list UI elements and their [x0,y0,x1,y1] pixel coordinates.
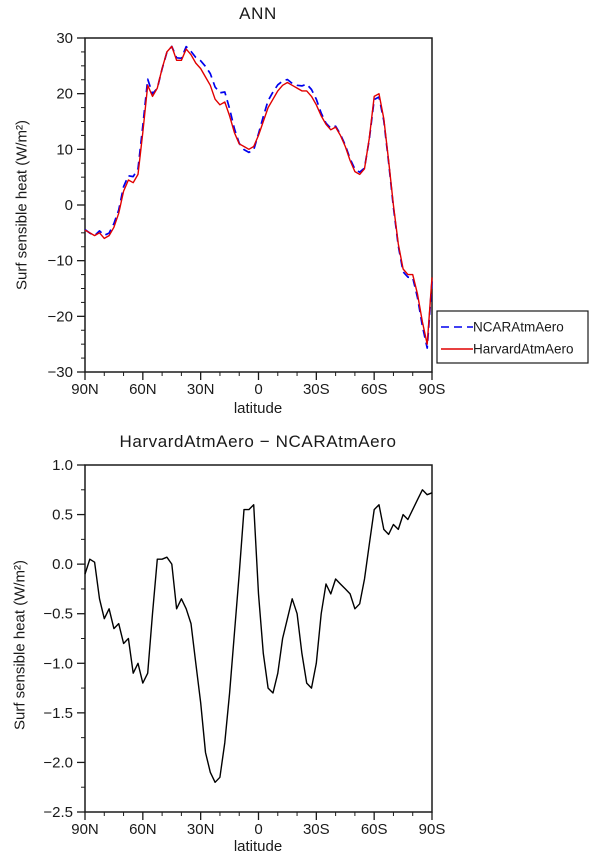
svg-text:−1.0: −1.0 [43,655,73,672]
svg-text:60N: 60N [129,381,157,398]
svg-text:−2.5: −2.5 [43,804,73,821]
difference-chart-title: HarvardAtmAero − NCARAtmAero [119,432,397,451]
svg-text:−10: −10 [48,253,73,270]
svg-text:−2.0: −2.0 [43,754,73,771]
svg-text:−0.5: −0.5 [43,606,73,623]
svg-text:30: 30 [56,30,73,47]
svg-text:−1.5: −1.5 [43,705,73,722]
svg-text:60S: 60S [361,381,388,398]
svg-text:30N: 30N [187,821,215,838]
legend: NCARAtmAero HarvardAtmAero [436,310,589,364]
svg-text:0.0: 0.0 [52,556,73,573]
svg-text:90N: 90N [71,821,99,838]
svg-text:0.5: 0.5 [52,507,73,524]
svg-text:60N: 60N [129,821,157,838]
svg-text:90S: 90S [419,821,446,838]
svg-text:30S: 30S [303,821,330,838]
svg-text:90N: 90N [71,381,99,398]
svg-text:20: 20 [56,86,73,103]
svg-text:90S: 90S [419,381,446,398]
svg-text:0: 0 [65,197,73,214]
difference-x-axis-label: latitude [233,838,283,855]
legend-entry-label: NCARAtmAero [473,320,564,335]
svg-text:0: 0 [254,381,262,398]
svg-text:1.0: 1.0 [52,457,73,474]
difference-chart: HarvardAtmAero − NCARAtmAero Surf sensib… [0,430,616,862]
svg-text:30S: 30S [303,381,330,398]
difference-plot-svg: 90N 60N 30N 0 30S 60S 90S −2.5 −2.0 −1.5 −1.0 −0.5 0… [43,457,446,838]
ann-chart-title: ANN [239,4,277,23]
svg-text:−30: −30 [48,364,73,381]
svg-text:10: 10 [56,141,73,158]
svg-text:30N: 30N [187,381,215,398]
ann-chart: ANN Surf sensible heat (W/m²) 90N 60N 30N 0… [0,0,616,430]
ann-plot-svg: 90N 60N 30N 0 30S 60S 90S −30 −20 −10 0 10 20 30 NCARA… [48,30,589,398]
svg-text:0: 0 [254,821,262,838]
ann-x-axis-label: latitude [233,400,283,417]
svg-text:60S: 60S [361,821,388,838]
svg-text:−20: −20 [48,308,73,325]
legend-entry-label: HarvardAtmAero [473,342,574,357]
